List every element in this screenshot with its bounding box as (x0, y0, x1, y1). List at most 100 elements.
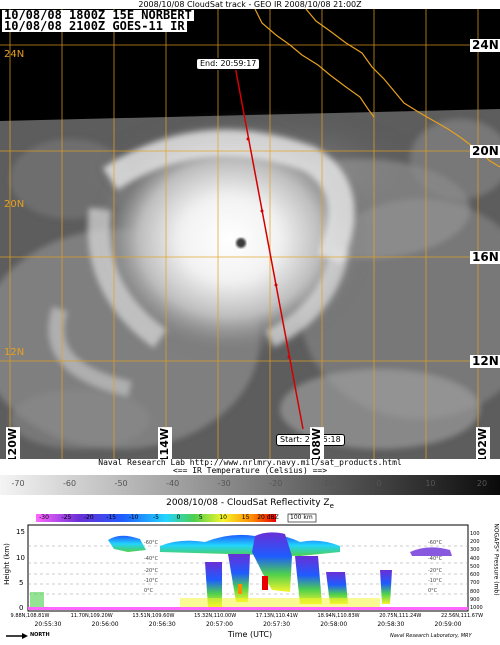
x-axis-label: Time (UTC) (227, 630, 273, 639)
coastline (254, 9, 500, 168)
lat-label-right-12n: 12N (470, 354, 500, 368)
dbz-ticks: -30 -25 -20 -15 -10 -5 0 5 10 15 20 dBZ (36, 513, 296, 523)
time-label-6: 20:58:30 (377, 621, 405, 628)
satellite-ir-canvas (0, 9, 500, 459)
time-label-3: 20:57:00 (205, 621, 233, 628)
y-tick-10: 10 (16, 554, 25, 562)
radar-title-sub: e (329, 501, 334, 510)
location-label-5: 18.94N,110.83W (317, 613, 360, 619)
location-label-6: 20.75N,111.24W (379, 613, 422, 619)
dbz-tick-0: -30 (39, 514, 49, 521)
dbz-tick-6: 0 (176, 514, 181, 521)
stamp-line2: 10/08/08 2100Z GOES-11 IR (2, 19, 187, 33)
pressure-tick-2: 300 (470, 547, 480, 554)
time-label-7: 20:59:00 (434, 621, 462, 628)
lon-label-108w: 108W (310, 427, 324, 459)
dbz-colorbar (36, 514, 276, 522)
radar-title-text: 2008/10/08 - CloudSat Reflectivity Z (166, 498, 330, 508)
time-label-5: 20:58:00 (320, 621, 348, 628)
pressure-tick-7: 800 (470, 588, 480, 595)
temp-label-left-0: 0°C (144, 588, 154, 594)
lat-label-right-16n: 16N (470, 250, 500, 264)
radar-echoes (28, 532, 468, 610)
dbz-tick-7: 5 (198, 514, 203, 521)
temp-label-left-10: -10°C (144, 578, 159, 584)
location-label-4: 17.13N,110.41W (255, 613, 298, 619)
temp-label-left-40: -40°C (144, 556, 159, 562)
pressure-tick-9: 1000 (470, 605, 483, 611)
colorbar-tick-3: -40 (166, 479, 180, 488)
scale-bar-label: 100 km (290, 514, 313, 521)
ir-colorbar: -70 -60 -50 -40 -30 -20 -10 0 10 20 (0, 475, 500, 495)
dbz-tick-1: -25 (61, 514, 72, 521)
stamp-line1: 10/08/08 1800Z 15E NORBERT (2, 9, 194, 22)
location-label-3: 15.32N,110.00W (194, 613, 237, 619)
satellite-image: 10/08/08 1800Z 15E NORBERT 10/08/08 2100… (0, 9, 500, 459)
lon-label-120w: 120W (6, 427, 20, 459)
page-header: 2008/10/08 CloudSat track - GEO IR 2008/… (0, 0, 500, 9)
temp-label-right-60: -60°C (428, 540, 443, 546)
pressure-tick-8: 900 (470, 596, 480, 603)
lon-label-114w: 114W (158, 427, 172, 459)
time-labels: 20:55:30 20:56:00 20:56:30 20:57:00 20:57:30… (0, 621, 500, 630)
colorbar-tick-7: 0 (376, 479, 382, 488)
dbz-tick-8: 10 (219, 514, 228, 521)
colorbar-tick-2: -50 (114, 479, 128, 488)
y-axis-label: Height (km) (2, 543, 11, 585)
time-label-1: 20:56:00 (91, 621, 119, 628)
dbz-tick-5: -5 (153, 514, 159, 521)
colorbar-ticks: -70 -60 -50 -40 -30 -20 -10 0 10 20 (0, 479, 500, 491)
credit-label: Naval Research Laboratory, MRY (390, 633, 472, 639)
time-label-0: 20:55:30 (34, 621, 62, 628)
temp-label-right-20: -20°C (428, 568, 443, 574)
colorbar-tick-5: -20 (269, 479, 283, 488)
lon-label-102w: 102W (476, 427, 490, 459)
colorbar-tick-9: 20 (476, 479, 488, 488)
pressure-tick-6: 700 (470, 580, 480, 587)
pressure-tick-3: 400 (470, 555, 480, 562)
pressure-tick-1: 200 (470, 539, 480, 546)
info-block: Naval Research Lab http://www.nrlmry.nav… (0, 459, 500, 475)
location-label-2: 13.51N,109.60W (132, 613, 175, 619)
temp-label-left-60: -60°C (144, 540, 159, 546)
image-stamp: 10/08/08 1800Z 15E NORBERT 10/08/08 2100… (2, 9, 262, 33)
location-label-7: 22.56N,111.67W (440, 613, 484, 619)
location-labels: 9.88N,108.81W 11.70N,109.20W 13.51N,109.60… (0, 613, 500, 621)
radar-panel: -30 -25 -20 -15 -10 -5 0 5 10 15 20 dBZ 100 km Hei… (0, 512, 500, 641)
dbz-tick-3: -15 (106, 514, 117, 521)
y-tick-0: 0 (19, 604, 24, 612)
temp-label-right-10: -10°C (428, 578, 443, 584)
pressure-tick-4: 500 (470, 563, 480, 570)
location-label-0: 9.88N,108.81W (10, 613, 50, 619)
colorbar-tick-8: 10 (425, 479, 436, 488)
colorbar-tick-1: -60 (63, 479, 77, 488)
dbz-tick-2: -20 (83, 514, 94, 521)
lat-label-left-24n: 24N (4, 49, 25, 60)
temp-label-right-40: -40°C (428, 556, 443, 562)
colorbar-tick-0: -70 (11, 479, 25, 488)
lat-label-right-20n: 20N (470, 144, 500, 158)
dbz-tick-9: 15 (241, 514, 250, 521)
location-label-1: 11.70N,109.20W (70, 613, 113, 619)
time-label-2: 20:56:30 (148, 621, 176, 628)
ir-temp-caption: <== IR Temperature (Celsius) ==> (172, 466, 328, 475)
cloudsat-track (234, 65, 304, 430)
colorbar-tick-6: -10 (320, 479, 334, 488)
pressure-ticks: 100 200 300 400 500 600 700 800 900 1000 (470, 525, 496, 611)
lat-label-left-20n: 20N (4, 199, 25, 210)
pressure-tick-5: 600 (470, 572, 480, 579)
y-tick-15: 15 (16, 528, 25, 536)
dbz-tick-4: -10 (128, 514, 139, 521)
north-label: NORTH (30, 632, 50, 638)
time-label-4: 20:57:30 (263, 621, 291, 628)
radar-title: 2008/10/08 - CloudSat Reflectivity Ze (0, 498, 500, 512)
y-tick-5: 5 (19, 579, 24, 587)
lat-label-right-24n: 24N (470, 38, 500, 52)
header-title: 2008/10/08 CloudSat track - GEO IR 2008/… (138, 0, 362, 9)
temp-label-right-0: 0°C (428, 588, 438, 594)
dbz-tick-10: 20 dBZ (257, 514, 279, 521)
colorbar-tick-4: -30 (217, 479, 231, 488)
nrl-url-line: Naval Research Lab http://www.nrlmry.nav… (98, 458, 402, 467)
pressure-tick-0: 100 (470, 531, 480, 537)
track-end-label: End: 20:59:17 (196, 58, 261, 70)
